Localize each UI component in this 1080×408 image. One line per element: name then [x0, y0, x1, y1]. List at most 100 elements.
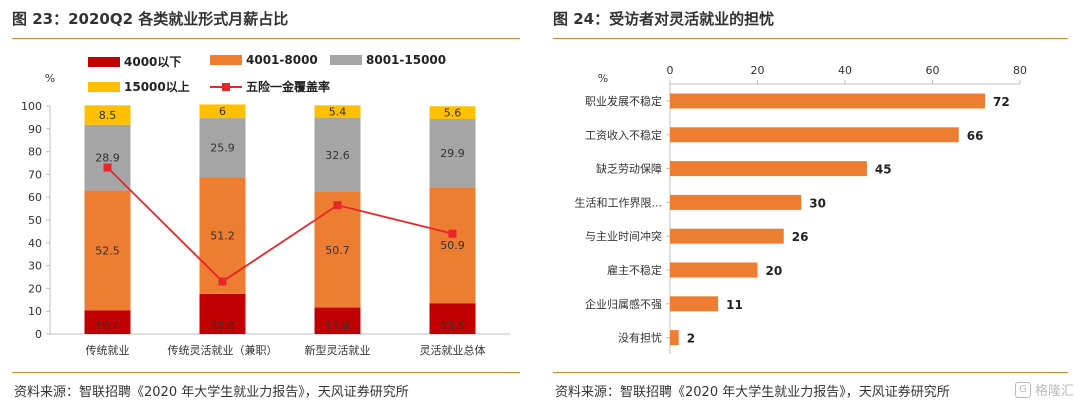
- data-label: 2: [687, 332, 695, 346]
- bar-segment: [429, 303, 476, 334]
- legend-label: 15000以上: [124, 80, 190, 94]
- data-label: 25.9: [210, 142, 235, 155]
- data-label: 17.6: [210, 320, 235, 333]
- legend-item-2: 8001-15000: [330, 53, 446, 67]
- bar-segment: [199, 118, 246, 178]
- bar: [670, 93, 985, 109]
- bar-segment: [314, 117, 361, 192]
- y-tick-label: 0: [35, 328, 42, 341]
- bar-segment: [314, 191, 361, 308]
- y-tick-label: 雇主不稳定: [607, 263, 662, 277]
- data-label: 52.5: [95, 244, 120, 257]
- data-label: 13.5: [440, 320, 465, 333]
- y-tick-label: 企业归属感不强: [585, 297, 662, 311]
- x-tick-label: 40: [838, 64, 852, 77]
- bar-segment: [429, 187, 476, 304]
- y-tick-label: 60: [28, 191, 42, 204]
- bar: [670, 161, 867, 177]
- legend-item-1: 4001-8000: [210, 53, 318, 67]
- axis-unit: %: [598, 72, 608, 85]
- left-stacked-bar-chart: % 0 10 20 30 40 50 60 70 80 90 100 10.4 52.5 28.9 8.5 传统…: [21, 72, 510, 357]
- bar-segment: [429, 118, 476, 188]
- bar: [670, 330, 679, 346]
- left-source-note: 资料来源：智联招聘《2020 年大学生就业力报告》，天风证券研究所: [14, 385, 409, 400]
- data-label: 5.6: [444, 107, 462, 120]
- y-tick-label: 职业发展不稳定: [585, 94, 662, 108]
- data-label: 11: [726, 298, 743, 312]
- y-tick-label: 50: [28, 214, 42, 227]
- bar: [670, 228, 784, 244]
- data-label: 66: [967, 129, 984, 143]
- right-chart-title: 图 24：受访者对灵活就业的担忧: [553, 10, 775, 28]
- y-tick-label: 工资收入不稳定: [585, 128, 662, 142]
- legend-label: 4000以下: [124, 55, 182, 69]
- left-source-rule: [12, 372, 520, 373]
- bar-segment: [84, 310, 131, 334]
- x-tick-label: 80: [1013, 64, 1027, 77]
- data-label: 45: [875, 163, 892, 177]
- bar-segment: [84, 124, 131, 191]
- left-title-rule: [12, 38, 520, 39]
- y-tick-label: 80: [28, 146, 42, 159]
- legend-swatch: [330, 55, 362, 65]
- legend-swatch: [88, 56, 120, 67]
- data-label: 8.5: [99, 109, 117, 122]
- bar: [670, 127, 959, 143]
- coverage-rate-point: [448, 229, 457, 238]
- x-tick-label: 灵活就业总体: [420, 343, 486, 357]
- data-label: 29.9: [440, 147, 465, 160]
- data-label: 50.7: [325, 244, 350, 257]
- coverage-rate-point: [103, 163, 112, 172]
- bar-segment: [199, 177, 246, 294]
- bar-segment: [84, 105, 131, 125]
- legend-label: 4001-8000: [246, 53, 318, 67]
- y-tick-label: 100: [21, 100, 42, 113]
- y-tick-label: 30: [28, 260, 42, 273]
- legend-item-line: 五险一金覆盖率: [210, 78, 330, 95]
- bar-segment: [199, 293, 246, 334]
- bar: [670, 296, 719, 312]
- data-label: 6: [219, 105, 226, 118]
- y-tick-label: 10: [28, 305, 42, 318]
- legend-item-0: 4000以下: [88, 53, 181, 70]
- x-tick-label: 20: [751, 64, 765, 77]
- legend-line-swatch: [210, 82, 242, 92]
- data-label: 11.6: [325, 320, 350, 333]
- data-label: 20: [766, 264, 783, 278]
- data-label: 32.6: [325, 149, 350, 162]
- y-axis-unit: %: [45, 72, 55, 85]
- right-horizontal-bar-chart: % 0 20 40 60 80 职业发展不稳定 72 工资收入不稳定 66 缺乏劳动保障 45 生活和工…: [575, 64, 1027, 354]
- bar-segment: [314, 307, 361, 334]
- bar: [670, 194, 802, 210]
- y-tick-label: 没有担忧: [618, 331, 662, 345]
- right-source-rule: [553, 372, 1068, 373]
- y-tick-label: 与主业时间冲突: [585, 229, 662, 243]
- data-label: 72: [993, 95, 1010, 109]
- data-label: 26: [792, 230, 809, 244]
- x-tick-label: 传统就业: [86, 343, 130, 357]
- x-tick-label: 新型灵活就业: [305, 343, 371, 357]
- bar-segment: [199, 104, 246, 119]
- coverage-rate-line: [106, 166, 453, 283]
- left-chart-title: 图 23：2020Q2 各类就业形式月薪占比: [12, 10, 289, 28]
- bar-segment: [429, 106, 476, 119]
- legend-swatch: [88, 81, 120, 92]
- data-label: 10.4: [95, 320, 120, 333]
- bar: [670, 262, 758, 278]
- y-tick-label: 生活和工作界限...: [575, 195, 663, 209]
- watermark-text: 格隆汇: [1034, 384, 1074, 399]
- coverage-rate-point: [333, 201, 342, 210]
- data-label: 5.4: [329, 105, 347, 118]
- y-tick-label: 20: [28, 282, 42, 295]
- y-tick-label: 40: [28, 237, 42, 250]
- data-label: 28.9: [95, 152, 120, 165]
- watermark-logo-icon: G: [1014, 381, 1031, 398]
- data-label: 50.9: [440, 239, 465, 252]
- right-title-rule: [553, 38, 1068, 39]
- data-label: 30: [809, 196, 826, 210]
- y-tick-label: 70: [28, 168, 42, 181]
- watermark: G 格隆汇: [1014, 380, 1074, 399]
- legend-item-3: 15000以上: [88, 78, 190, 95]
- x-tick-label: 传统灵活就业（兼职）: [168, 343, 278, 357]
- x-tick-label: 60: [926, 64, 940, 77]
